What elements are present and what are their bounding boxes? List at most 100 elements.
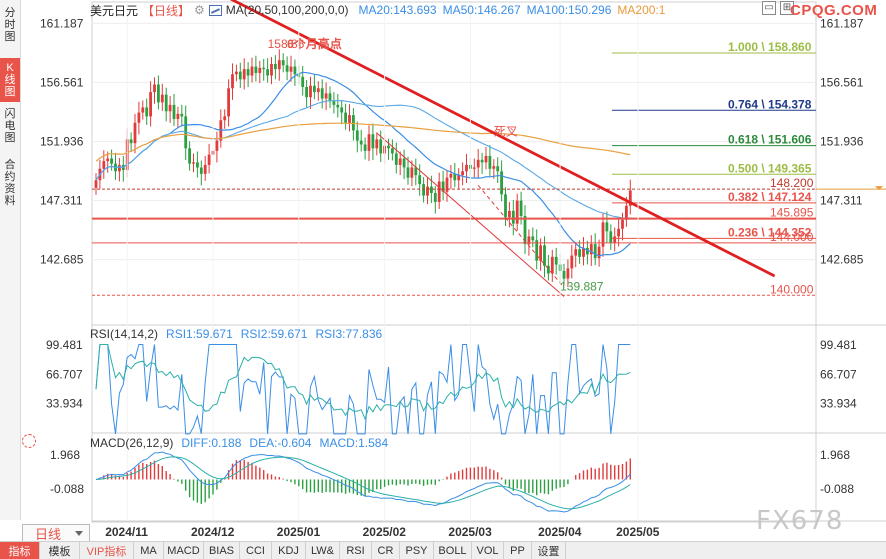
candle-body-134 <box>617 228 620 237</box>
h-level-label-1: 145.895 <box>770 206 814 220</box>
candle-body-111 <box>527 236 531 245</box>
restore-icon[interactable]: ▭ <box>762 1 776 15</box>
candle-body-60 <box>328 93 332 102</box>
toolbar-btn-12[interactable]: BOLL <box>434 542 472 559</box>
candle-body-107 <box>511 210 515 224</box>
sidebar-tab-0[interactable]: 分时图 <box>4 7 16 43</box>
candle-body-69 <box>363 144 367 151</box>
candle-body-87 <box>433 193 437 202</box>
period-select[interactable]: 日线 <box>22 524 90 542</box>
toolbar-btn-2[interactable]: VIP指标 <box>80 542 134 559</box>
channel-dashed <box>477 185 565 288</box>
fib-label-3: 0.500 \ 149.365 <box>728 161 812 175</box>
chart-canvas: 161.187 161.187 156.561 156.561 151.936 151.9… <box>40 0 886 539</box>
candle-body-73 <box>379 139 383 154</box>
candle-body-62 <box>336 104 340 108</box>
candle-body-106 <box>508 210 511 218</box>
price-tick-left-4: 142.685 <box>40 253 84 267</box>
toolbar-btn-5[interactable]: BIAS <box>204 542 240 559</box>
candle-body-124 <box>578 249 581 257</box>
toolbar-btn-8[interactable]: LW& <box>306 542 340 559</box>
ma-values: MA20:143.693 MA50:146.267 MA100:150.296 MA2… <box>353 3 666 17</box>
toolbar-btn-14[interactable]: PP <box>504 542 532 559</box>
candle-body-46 <box>274 64 277 70</box>
price-tick-left-2: 151.936 <box>40 134 84 148</box>
toolbar-btn-15[interactable]: 设置 <box>532 542 566 559</box>
candle-body-130 <box>601 222 605 247</box>
candle-body-35 <box>231 74 234 89</box>
rsi-legend: RSI(14,14,2) RSI1:59.671 RSI2:59.671 RSI3:… <box>90 327 382 341</box>
expand-icon[interactable]: ⊞ <box>780 1 794 15</box>
candle-body-105 <box>504 194 507 218</box>
candle-body-98 <box>476 159 480 168</box>
candle-body-67 <box>355 130 359 141</box>
candle-body-136 <box>625 205 628 220</box>
macd-tick-left-0: 1.968 <box>50 448 80 462</box>
settings-gear-icon[interactable]: ⚙ <box>194 3 205 17</box>
candle-body-28 <box>203 164 207 174</box>
toolbar-btn-7[interactable]: KDJ <box>272 542 306 559</box>
candle-body-120 <box>562 270 566 279</box>
macd-legend: MACD(26,12,9) DIFF:0.188 DEA:-0.604 MACD:1… <box>90 436 388 450</box>
sidebar-tab-3[interactable]: 合约资料 <box>4 159 16 207</box>
ma-indicator-icon[interactable] <box>208 4 222 16</box>
candle-body-108 <box>515 200 519 224</box>
candle-body-64 <box>344 112 347 123</box>
toolbar-btn-13[interactable]: VOL <box>472 542 504 559</box>
candle-body-44 <box>266 69 269 76</box>
candle-body-79 <box>402 158 406 168</box>
candle-body-78 <box>398 158 402 165</box>
candle-body-114 <box>539 245 542 261</box>
sidebar-tab-2[interactable]: 闪电图 <box>4 108 16 144</box>
crosshair-tool-icon[interactable] <box>22 434 36 448</box>
candle-body-11 <box>137 112 141 123</box>
last-price-marker-icon <box>875 186 883 191</box>
toolbar-btn-10[interactable]: CR <box>372 542 400 559</box>
price-tick-right-2: 151.936 <box>820 134 864 148</box>
candle-body-91 <box>449 173 453 178</box>
candle-body-81 <box>410 167 414 178</box>
toolbar-btn-1[interactable]: 模板 <box>40 542 80 559</box>
candle-body-126 <box>586 247 589 255</box>
candle-body-131 <box>605 222 609 232</box>
candle-body-40 <box>250 66 254 76</box>
candle-body-20 <box>172 104 176 119</box>
ma-params: MA(20,50,100,200,0,0) <box>225 3 349 17</box>
ma-value-3: MA200:1 <box>617 3 666 17</box>
toolbar-btn-3[interactable]: MA <box>134 542 164 559</box>
price-tick-right-1: 156.561 <box>820 75 864 89</box>
toolbar-btn-11[interactable]: PSY <box>400 542 434 559</box>
candle-body-3 <box>106 158 110 162</box>
candle-body-94 <box>461 171 464 176</box>
candle-body-129 <box>597 246 601 259</box>
candle-body-41 <box>254 66 258 73</box>
toolbar-btn-0[interactable]: 指标 <box>0 542 40 559</box>
candle-body-26 <box>196 162 199 168</box>
candle-body-63 <box>340 107 344 113</box>
candle-body-103 <box>496 166 500 172</box>
candle-body-117 <box>550 256 554 274</box>
toolbar-btn-9[interactable]: RSI <box>340 542 372 559</box>
rsi-value-2: RSI3:77.836 <box>315 327 383 341</box>
candle-body-127 <box>589 244 593 255</box>
candle-body-93 <box>457 175 461 181</box>
brand-logo: CPQG.COM <box>790 2 878 19</box>
x-axis-label-6: 2025/05 <box>616 525 660 539</box>
candle-body-65 <box>348 115 351 123</box>
candle-body-36 <box>235 71 238 75</box>
toolbar-btn-4[interactable]: MACD <box>164 542 204 559</box>
price-tick-right-0: 161.187 <box>820 16 864 30</box>
candle-body-110 <box>523 216 527 245</box>
candle-body-55 <box>309 85 312 98</box>
candle-body-118 <box>554 256 558 265</box>
candle-body-21 <box>176 113 180 119</box>
candle-body-121 <box>566 268 570 279</box>
rsi-tick-left-1: 66.707 <box>46 367 83 381</box>
rsi-tick-left-0: 99.481 <box>46 338 83 352</box>
candle-body-25 <box>192 162 195 164</box>
candle-body-27 <box>199 167 203 174</box>
toolbar-btn-6[interactable]: CCI <box>240 542 272 559</box>
candle-body-102 <box>492 166 496 169</box>
x-axis-label-3: 2025/02 <box>363 525 407 539</box>
